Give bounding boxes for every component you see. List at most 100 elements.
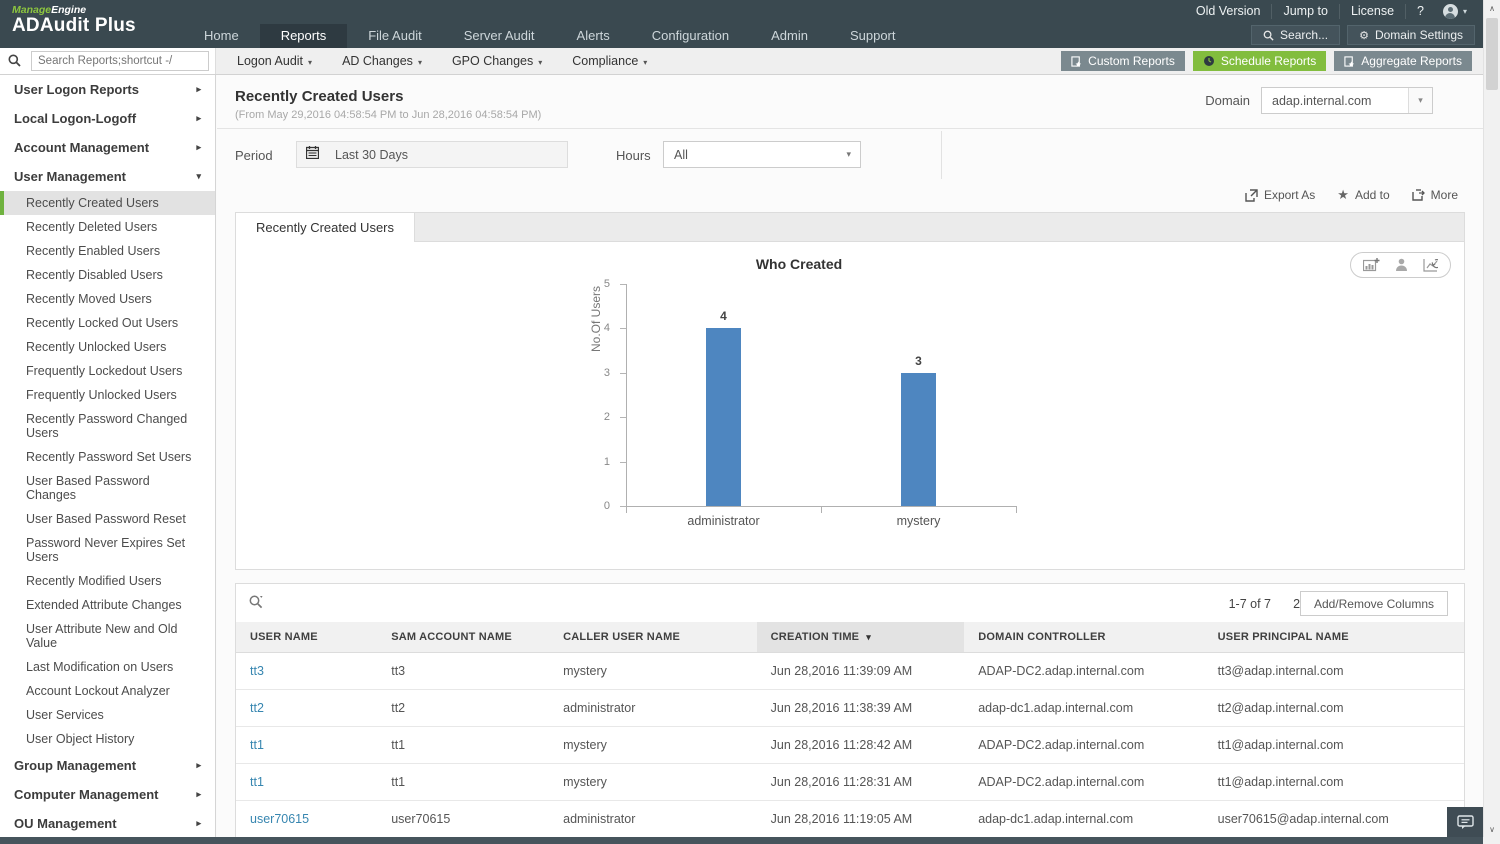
horizontal-scrollbar[interactable] <box>0 837 1483 844</box>
chat-button[interactable] <box>1447 807 1483 837</box>
sidebar-item-recently-deleted-users[interactable]: Recently Deleted Users <box>26 220 158 234</box>
more-button[interactable]: More <box>1411 187 1458 203</box>
old-version-link[interactable]: Old Version <box>1195 4 1261 18</box>
sidebar-item-frequently-lockedout-users[interactable]: Frequently Lockedout Users <box>26 364 183 378</box>
sidebar-item-recently-locked-out-users[interactable]: Recently Locked Out Users <box>26 316 179 330</box>
column-header-caller-user-name[interactable]: CALLER USER NAME <box>549 622 757 653</box>
nav-admin[interactable]: Admin <box>771 28 808 43</box>
domain-label: Domain <box>1205 93 1250 108</box>
add-remove-columns-button[interactable]: Add/Remove Columns <box>1299 591 1448 616</box>
column-header-user-name[interactable]: USER NAME <box>236 622 378 653</box>
sidebar-item-ou-management[interactable]: OU Management ▸ <box>14 816 201 831</box>
user-name-link[interactable]: user70615 <box>250 812 310 826</box>
sidebar-item-recently-unlocked-users[interactable]: Recently Unlocked Users <box>26 340 167 354</box>
sidebar-item-computer-management[interactable]: Computer Management ▸ <box>14 787 201 802</box>
report-star-icon <box>1344 55 1355 67</box>
x-axis-label: mystery <box>896 514 941 528</box>
domain-settings-button[interactable]: ⚙ Domain Settings <box>1347 25 1475 45</box>
sidebar-item-recently-password-set-users[interactable]: Recently Password Set Users <box>26 450 192 464</box>
add-chart-icon[interactable] <box>1363 258 1380 272</box>
menu-ad-changes[interactable]: AD Changes ▾ <box>342 54 422 68</box>
nav-home[interactable]: Home <box>204 28 239 43</box>
menu-logon-audit[interactable]: Logon Audit ▾ <box>237 54 313 68</box>
license-link[interactable]: License <box>1338 4 1405 19</box>
sidebar-item-group-management[interactable]: Group Management ▸ <box>14 758 201 773</box>
sidebar-item-recently-enabled-users[interactable]: Recently Enabled Users <box>26 244 161 258</box>
app-logo[interactable]: ManageEngine ADAudit Plus <box>12 4 136 37</box>
table-search-icon[interactable] <box>249 595 263 614</box>
period-picker[interactable]: Last 30 Days <box>296 141 568 168</box>
reports-toolbar: Logon Audit▾ AD Changes▾ GPO Changes▾ Compl… <box>0 48 1483 75</box>
table-panel: 1-7 of 7 25▾ Add/Remove Columns USER NAM… <box>235 583 1465 837</box>
table-row: tt1 tt1 mystery Jun 28,2016 11:28:31 AM ADAP… <box>236 763 1464 801</box>
sidebar-item-user-object-history[interactable]: User Object History <box>26 732 135 746</box>
user-name-link[interactable]: tt2 <box>250 701 264 715</box>
sidebar-item-recently-disabled-users[interactable]: Recently Disabled Users <box>26 268 163 282</box>
menu-gpo-changes[interactable]: GPO Changes ▾ <box>451 54 543 68</box>
nav-reports[interactable]: Reports <box>259 24 348 48</box>
schedule-reports-button[interactable]: Schedule Reports <box>1192 51 1327 71</box>
chevron-down-icon: ▾ <box>308 58 313 67</box>
nav-alerts[interactable]: Alerts <box>576 28 610 43</box>
tab-recently-created-users[interactable]: Recently Created Users <box>236 213 415 242</box>
person-icon[interactable] <box>1395 258 1408 272</box>
sidebar-item-user-logon-reports[interactable]: User Logon Reports ▸ <box>14 82 201 97</box>
bar-administrator[interactable] <box>706 328 741 506</box>
bar-mystery[interactable] <box>901 372 936 506</box>
report-search-input[interactable] <box>31 51 209 71</box>
filter-row: Period Last 30 Days Hours All ▾ <box>217 129 1483 185</box>
nav-file-audit[interactable]: File Audit <box>368 28 422 43</box>
sidebar-item-recently-modified-users[interactable]: Recently Modified Users <box>26 574 162 588</box>
chevron-down-icon: ▾ <box>538 58 543 67</box>
add-to-button[interactable]: ★ Add to <box>1337 187 1390 202</box>
sidebar-item-recently-moved-users[interactable]: Recently Moved Users <box>26 292 152 306</box>
refresh-chart-icon[interactable] <box>1423 258 1438 272</box>
sidebar-item-local-logon-logoff[interactable]: Local Logon-Logoff ▸ <box>14 111 201 126</box>
column-header-user-principal-name[interactable]: USER PRINCIPAL NAME <box>1203 622 1464 653</box>
sidebar-item-recently-password-changed-users[interactable]: Recently Password Changed Users <box>26 412 188 440</box>
sidebar-item-last-modification-on-users[interactable]: Last Modification on Users <box>26 660 174 674</box>
chevron-down-icon: ▾ <box>643 58 648 67</box>
scroll-down-icon[interactable]: ∨ <box>1489 825 1495 834</box>
sidebar-item-password-never-expires-set-users[interactable]: Password Never Expires Set Users <box>26 536 186 564</box>
cell-user-name: tt2 <box>236 689 378 727</box>
user-name-link[interactable]: tt1 <box>250 738 264 752</box>
column-header-domain-controller[interactable]: DOMAIN CONTROLLER <box>964 622 1204 653</box>
sidebar-item-user-management[interactable]: User Management ▾ <box>14 169 201 184</box>
hours-select[interactable]: All ▾ <box>663 141 861 168</box>
nav-configuration[interactable]: Configuration <box>651 28 730 43</box>
sidebar-item-user-based-password-changes[interactable]: User Based Password Changes <box>26 474 150 502</box>
nav-server-audit[interactable]: Server Audit <box>463 28 535 43</box>
sidebar-item-extended-attribute-changes[interactable]: Extended Attribute Changes <box>26 598 182 612</box>
sidebar-item-user-attribute-new-and-old-value[interactable]: User Attribute New and Old Value <box>26 622 178 650</box>
user-name-link[interactable]: tt3 <box>250 664 264 678</box>
sidebar-item-account-lockout-analyzer[interactable]: Account Lockout Analyzer <box>26 684 170 698</box>
column-header-sam-account-name[interactable]: SAM ACCOUNT NAME <box>377 622 550 653</box>
vertical-scrollbar[interactable]: ∧ ∨ <box>1483 0 1500 844</box>
nav-support[interactable]: Support <box>849 28 896 43</box>
sidebar-item-user-services[interactable]: User Services <box>26 708 104 722</box>
y-axis-ticks: 0 1 2 3 4 5 <box>580 278 610 512</box>
jump-to-link[interactable]: Jump to <box>1271 4 1338 19</box>
user-menu[interactable]: ▾ <box>1435 4 1475 19</box>
table-row: tt1 tt1 mystery Jun 28,2016 11:28:42 AM ADAP… <box>236 726 1464 764</box>
sidebar-item-frequently-unlocked-users[interactable]: Frequently Unlocked Users <box>26 388 177 402</box>
export-as-button[interactable]: Export As <box>1245 187 1315 203</box>
report-panel: Recently Created Users Who Created No.Of… <box>235 212 1465 570</box>
global-search-button[interactable]: Search... <box>1251 25 1341 45</box>
sidebar-item-account-management[interactable]: Account Management ▸ <box>14 140 201 155</box>
y-tick-mark <box>620 417 626 419</box>
user-name-link[interactable]: tt1 <box>250 775 264 789</box>
sidebar-item-recently-created-users[interactable]: Recently Created Users <box>0 191 215 215</box>
domain-select[interactable]: adap.internal.com ▾ <box>1261 87 1433 114</box>
menu-compliance[interactable]: Compliance ▾ <box>572 54 648 68</box>
y-tick-mark <box>620 461 626 463</box>
help-icon[interactable]: ? <box>1405 4 1435 19</box>
column-header-creation-time[interactable]: CREATION TIME ▾ <box>756 622 965 653</box>
sidebar-item-user-based-password-reset[interactable]: User Based Password Reset <box>26 512 186 526</box>
custom-reports-button[interactable]: Custom Reports <box>1061 51 1185 71</box>
scrollbar-thumb[interactable] <box>1486 18 1498 90</box>
scroll-up-icon[interactable]: ∧ <box>1489 4 1495 13</box>
aggregate-reports-button[interactable]: Aggregate Reports <box>1334 51 1472 71</box>
